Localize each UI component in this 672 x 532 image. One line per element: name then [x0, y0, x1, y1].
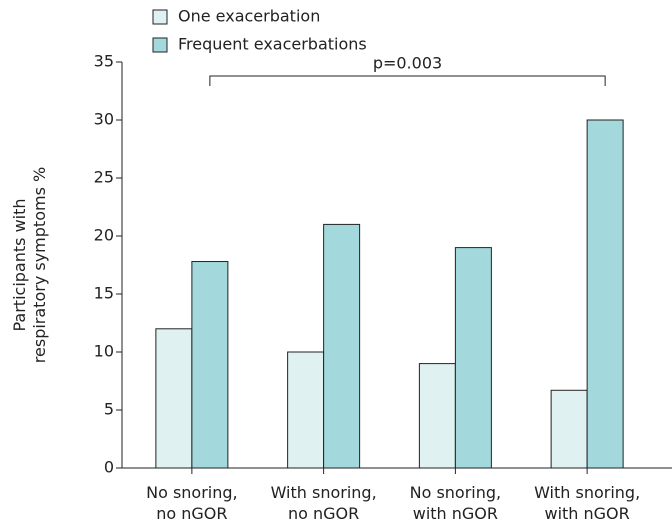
legend-swatch: [152, 37, 168, 53]
x-tick-label: No snoring, no nGOR: [146, 483, 238, 523]
bar: [586, 119, 624, 469]
y-axis-label-line: Participants with: [10, 198, 29, 331]
y-axis-label: Participants withrespiratory symptoms %: [10, 167, 49, 363]
bar: [454, 247, 492, 469]
x-tick-label: With snoring, with nGOR: [534, 483, 640, 523]
legend-label: Frequent exacerbations: [178, 35, 367, 54]
x-tick-label: With snoring, no nGOR: [271, 483, 377, 523]
x-tick-label: No snoring, with nGOR: [410, 483, 502, 523]
y-tick-label: 25: [94, 168, 114, 187]
x-tick-label-line: No snoring,: [410, 483, 502, 502]
y-tick-label: 35: [94, 52, 114, 71]
bar: [191, 261, 229, 469]
y-tick-label: 15: [94, 284, 114, 303]
x-tick-label-line: with nGOR: [413, 504, 498, 523]
bar: [287, 351, 325, 469]
x-tick-label-line: with nGOR: [544, 504, 629, 523]
bar: [550, 389, 588, 469]
annotation: p=0.003: [373, 54, 442, 73]
x-tick-label-line: no nGOR: [156, 504, 227, 523]
bar: [155, 328, 193, 469]
x-tick-label-line: no nGOR: [288, 504, 359, 523]
y-axis-label-line: respiratory symptoms %: [30, 167, 49, 363]
y-tick-label: 10: [94, 342, 114, 361]
y-tick-label: 20: [94, 226, 114, 245]
legend-swatch: [152, 9, 168, 25]
y-tick-label: 5: [104, 400, 114, 419]
y-tick-label: 30: [94, 110, 114, 129]
x-tick-label-line: No snoring,: [146, 483, 238, 502]
significance-bracket: [209, 75, 606, 86]
y-tick-label: 0: [104, 458, 114, 477]
x-tick-label-line: With snoring,: [534, 483, 640, 502]
bar: [323, 223, 361, 469]
legend-label: One exacerbation: [178, 7, 320, 26]
bar: [418, 363, 456, 469]
x-tick-label-line: With snoring,: [271, 483, 377, 502]
